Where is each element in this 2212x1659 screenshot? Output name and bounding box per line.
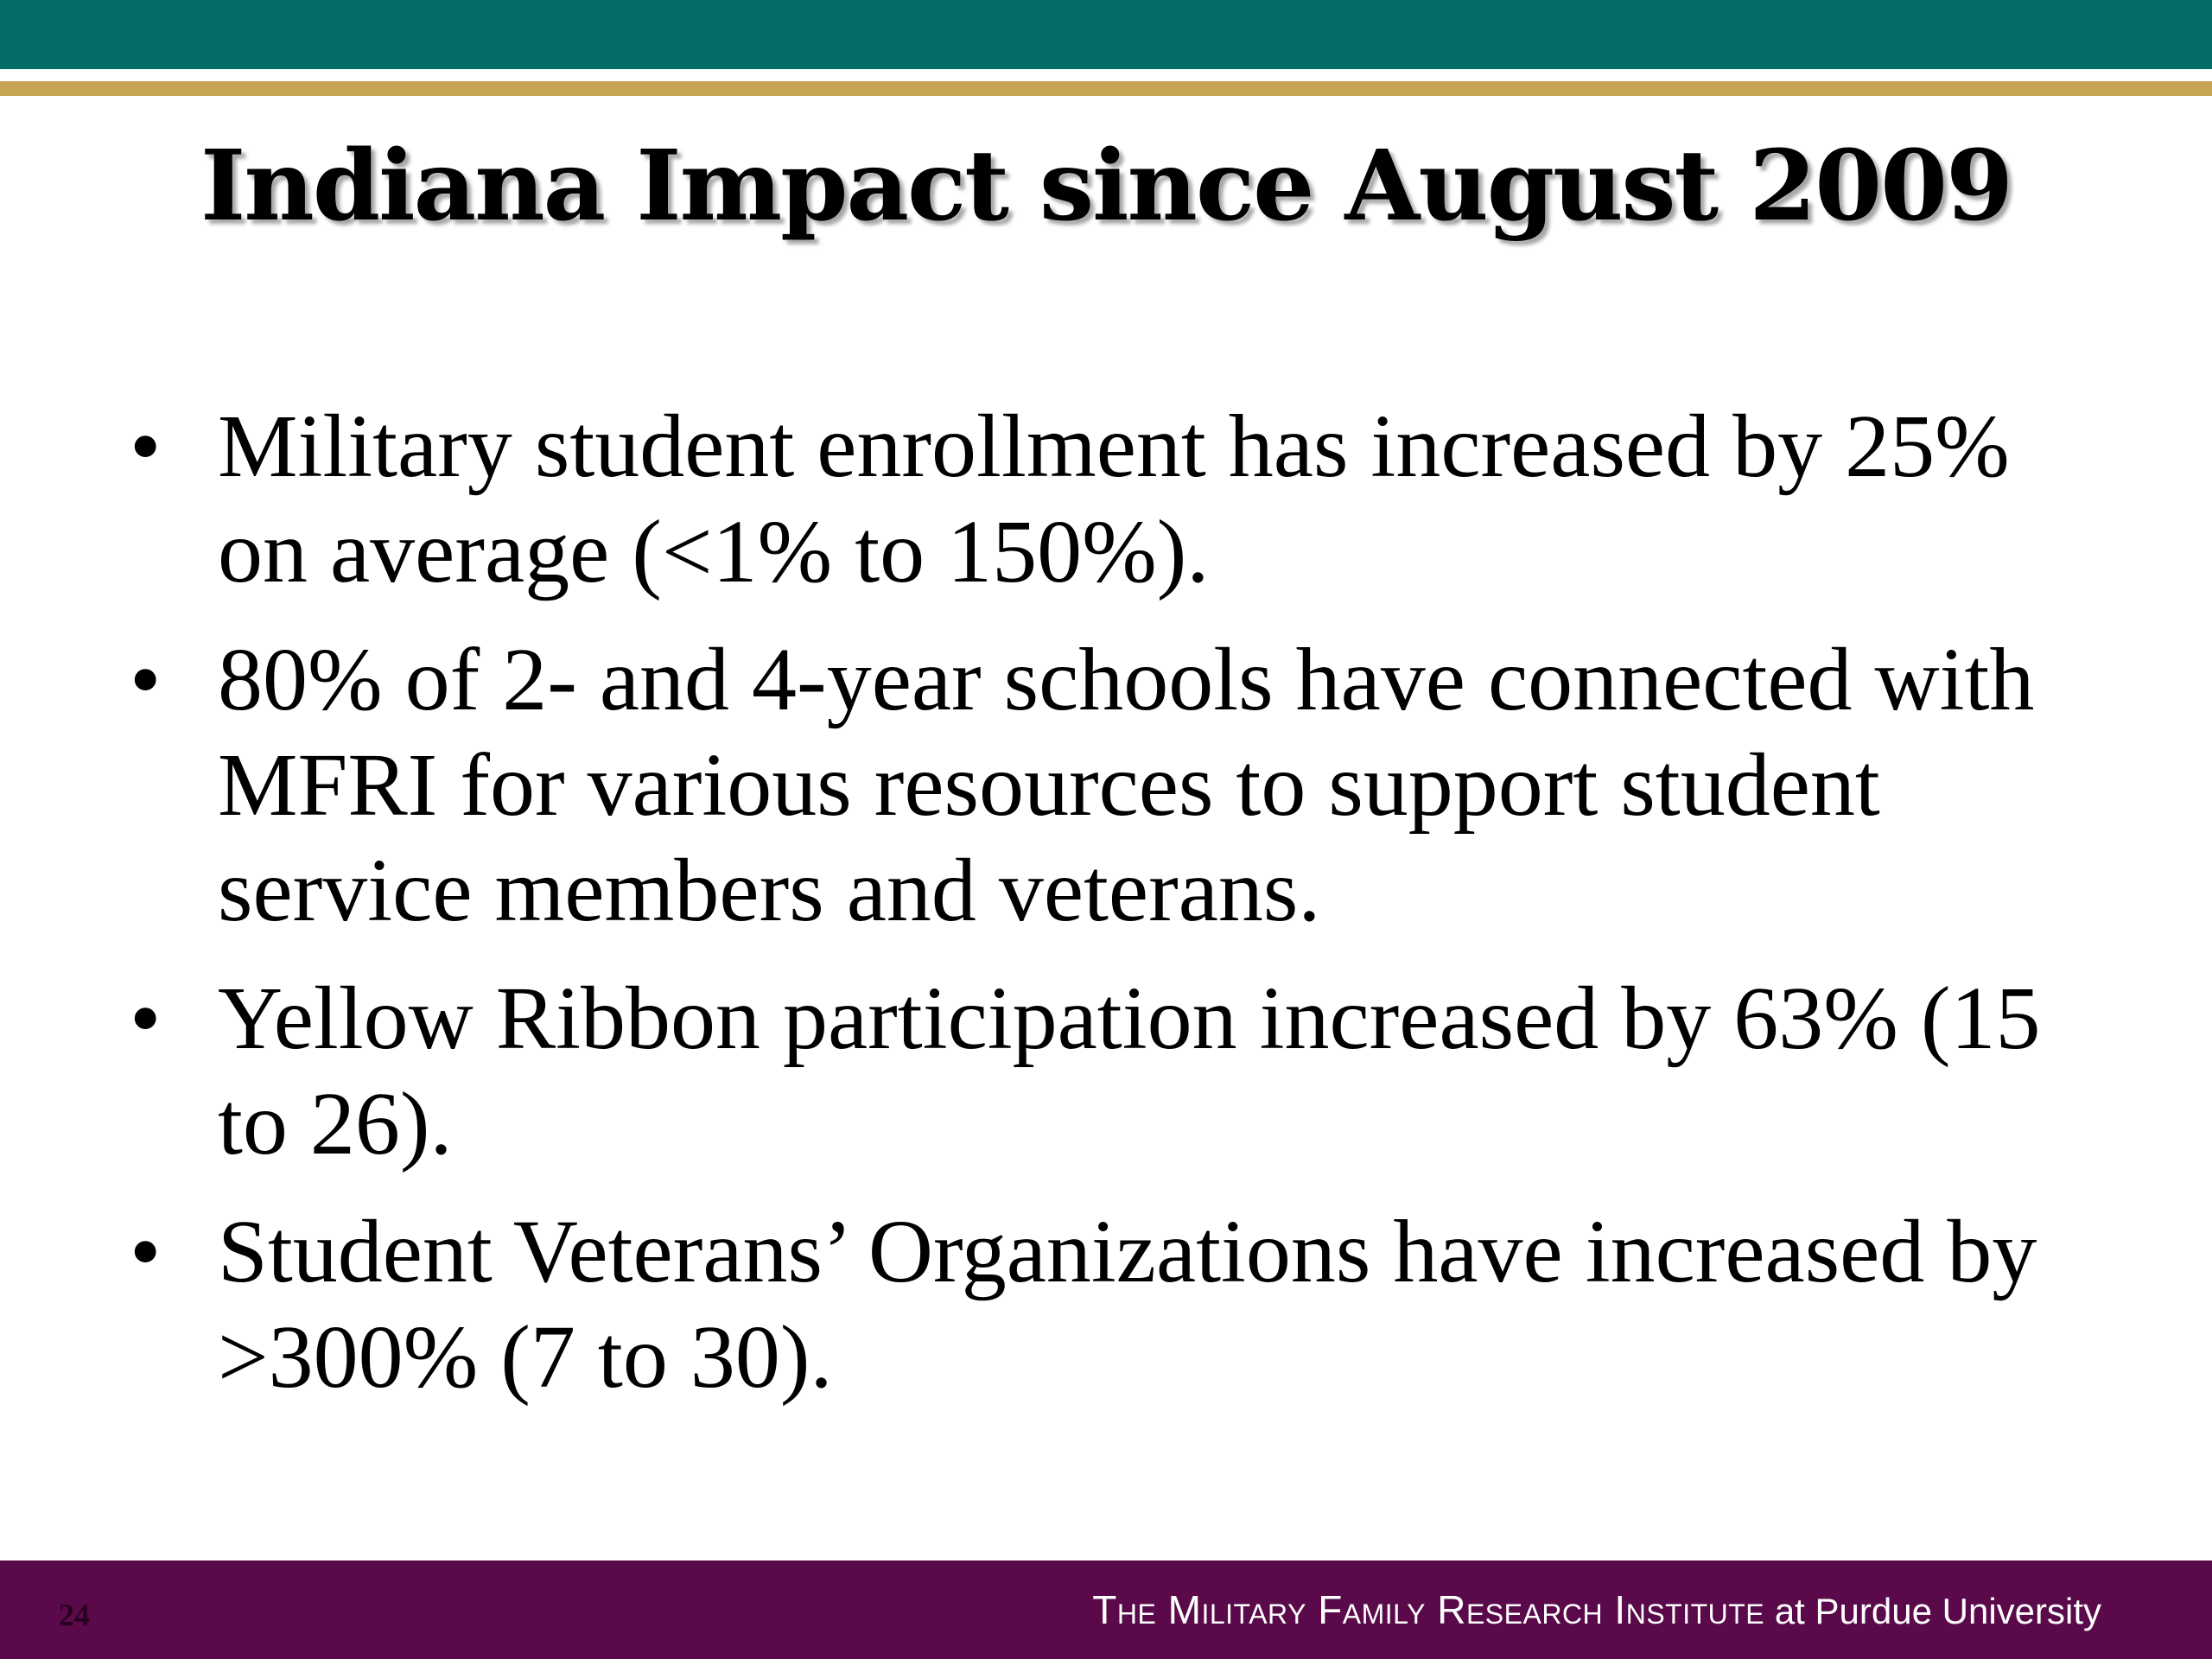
top-color-band	[0, 0, 2212, 69]
bullet-text: Military student enrollment has increase…	[218, 397, 2010, 601]
bullet-dot-icon: •	[130, 630, 162, 729]
bullet-item: • 80% of 2- and 4-year schools have conn…	[130, 627, 2082, 944]
footer-organization: The Military Family Research Institute a…	[1092, 1586, 2101, 1633]
bullet-dot-icon: •	[130, 1202, 162, 1301]
bullet-text: Yellow Ribbon participation increased by…	[218, 969, 2041, 1173]
bullet-text: Student Veterans’ Organizations have inc…	[218, 1202, 2037, 1407]
footer-org-name: The Military Family Research Institute	[1092, 1587, 1765, 1632]
bottom-color-band	[0, 1560, 2212, 1659]
bullet-dot-icon: •	[130, 397, 162, 496]
bullet-item: • Military student enrollment has increa…	[130, 394, 2082, 605]
bullet-list: • Military student enrollment has increa…	[130, 394, 2082, 1433]
slide-title: Indiana Impact since August 2009	[200, 130, 2013, 243]
bullet-dot-icon: •	[130, 969, 162, 1068]
bullet-text: 80% of 2- and 4-year schools have connec…	[218, 630, 2035, 940]
bullet-item: • Student Veterans’ Organizations have i…	[130, 1199, 2082, 1410]
page-number: 24	[59, 1598, 90, 1632]
bullet-item: • Yellow Ribbon participation increased …	[130, 966, 2082, 1177]
footer-org-suffix: at Purdue University	[1764, 1591, 2101, 1631]
gold-divider-line	[0, 81, 2212, 96]
